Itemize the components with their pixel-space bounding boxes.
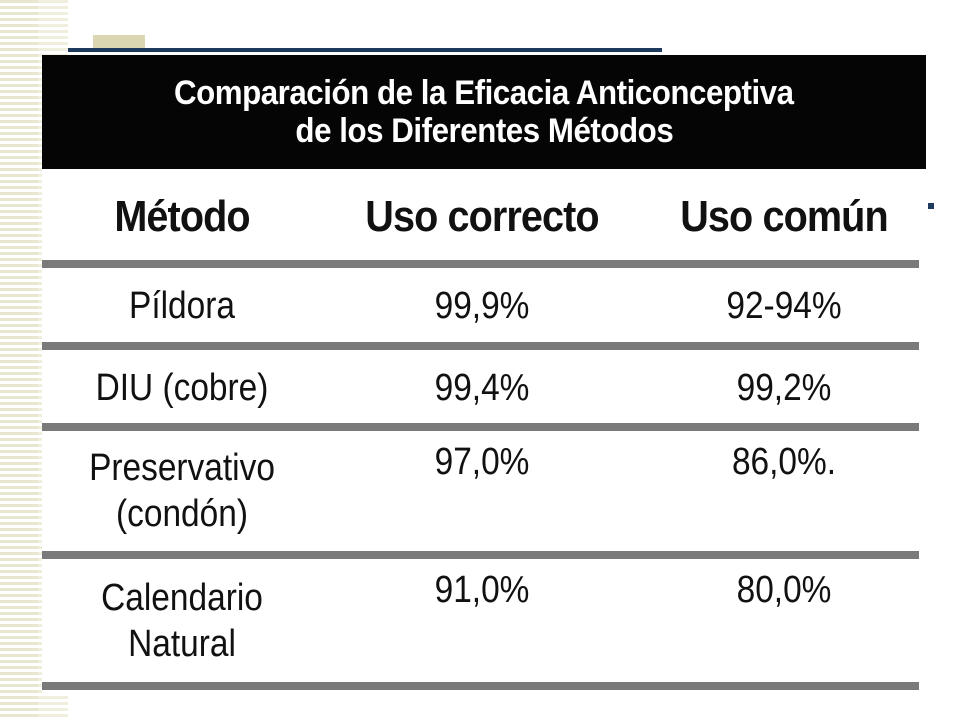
common-use-value: 80,0% [736, 569, 832, 611]
table-title-line-2: de los Diferentes Métodos [295, 112, 673, 150]
row-divider [42, 551, 919, 559]
method-name-continued: (condón) [116, 493, 248, 535]
table-row: Píldora 99,9% 92-94% [42, 268, 926, 344]
column-header-common-use: Uso común [680, 192, 888, 241]
method-name-continued: Natural [128, 623, 236, 665]
table-row: Calendario Natural 91,0% 80,0% [42, 559, 926, 683]
method-cell: Píldora [59, 268, 305, 344]
table-header-row: Método Uso correcto Uso común [42, 169, 926, 265]
method-name: Preservativo [89, 447, 275, 489]
method-name: DIU (cobre) [95, 367, 269, 409]
table-title-bar: Comparación de la Eficacia Anticonceptiv… [42, 55, 926, 169]
row-divider [42, 342, 919, 350]
accent-dot [928, 203, 934, 209]
correct-use-value: 99,4% [434, 367, 530, 409]
correct-use-value: 97,0% [434, 441, 530, 483]
column-header-method: Método [114, 192, 250, 241]
common-use-value: 92-94% [726, 285, 842, 327]
correct-use-value: 99,9% [434, 285, 530, 327]
method-cell: Calendario Natural [59, 559, 305, 683]
method-name: Calendario [101, 577, 263, 619]
correct-use-value: 91,0% [434, 569, 530, 611]
top-accent-line [68, 48, 662, 52]
common-use-value: 86,0%. [731, 441, 837, 483]
contraceptive-efficacy-table: Comparación de la Eficacia Anticonceptiv… [42, 55, 926, 693]
column-header-correct-use: Uso correcto [365, 192, 599, 241]
decorative-block [93, 35, 145, 49]
table-row: DIU (cobre) 99,4% 99,2% [42, 350, 926, 426]
table-row: Preservativo (condón) 97,0% 86,0%. [42, 431, 926, 551]
table-title-line-1: Comparación de la Eficacia Anticonceptiv… [174, 74, 794, 112]
row-divider [42, 423, 919, 431]
method-cell: Preservativo (condón) [59, 431, 305, 551]
row-divider [42, 260, 919, 268]
common-use-value: 99,2% [736, 367, 832, 409]
row-divider [42, 682, 919, 690]
method-cell: DIU (cobre) [59, 350, 305, 426]
method-name: Píldora [129, 285, 235, 327]
